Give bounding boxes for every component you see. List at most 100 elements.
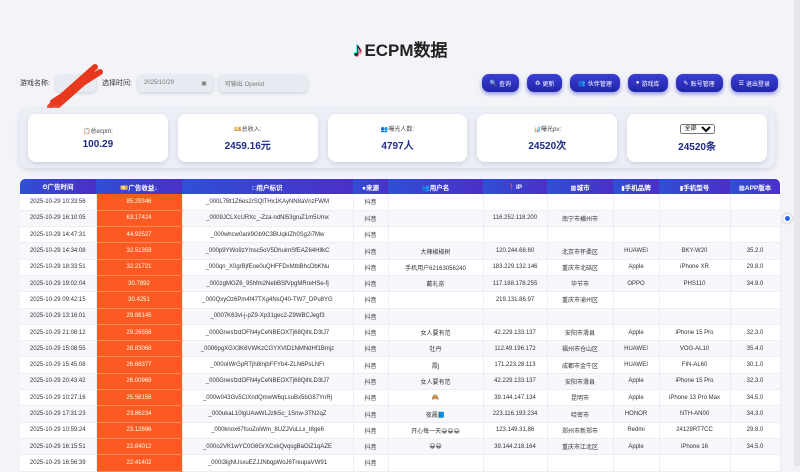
table-cell: 2025-10-29 17:31:23: [20, 405, 97, 423]
table-cell: 28.83068: [96, 340, 183, 358]
update-button[interactable]: ♻ 更新: [527, 74, 563, 92]
table-cell: 2025-10-29 10:59:24: [20, 422, 97, 439]
table-cell: NTH-AN00: [659, 405, 731, 423]
logout-button[interactable]: ☰ 退出登录: [730, 74, 778, 92]
table-cell: 219.131.86.97: [483, 291, 548, 309]
table-row[interactable]: 2025-10-29 21:08:12 29.26558 _000GnesfzdOF…: [20, 324, 781, 342]
table-cell: 2025-10-29 14:47:31: [20, 226, 97, 244]
table-cell: [730, 454, 781, 472]
table-cell: _0009JCLXcURXc_-Zza-ndNl53gruZ1m5Umx: [182, 210, 354, 228]
table-cell: Apple: [613, 373, 660, 391]
table-row[interactable]: 2025-10-29 10:27:16 25.58156 _000w043Gv5Ci…: [20, 389, 781, 407]
stat-label: 曝光人数:: [388, 127, 415, 133]
table-cell: iPhone 13 Pro Max: [659, 389, 731, 407]
table-cell: [483, 194, 548, 211]
table-cell: 29.8.0: [730, 259, 781, 276]
table-row[interactable]: 2025-10-29 20:43:42 26.00969 _000GnesfzdOF…: [20, 373, 781, 391]
calendar-icon[interactable]: ▣: [201, 80, 207, 87]
btn-label: 账号管理: [690, 81, 715, 88]
table-row[interactable]: 2025-10-29 15:08:55 28.83068 _0006pgXGX3K6…: [20, 340, 781, 358]
table-cell: HUAWEI: [613, 242, 660, 260]
table-cell: 郑州市新郑市: [547, 422, 614, 439]
table-row[interactable]: 2025-10-29 16:15:51 22.84012 _000o2VK1wYC0…: [20, 438, 781, 456]
column-header[interactable]: ▦APP版本: [730, 179, 780, 194]
openid-input[interactable]: 可输出 Openid: [218, 74, 307, 92]
page-title: ♪ ECPM数据: [0, 36, 800, 62]
table-cell: 35.2.0: [730, 242, 781, 260]
partner-manage-button[interactable]: 👥 伙伴管理: [570, 74, 620, 92]
column-header[interactable]: ●来源: [353, 179, 388, 194]
table-cell: 抖音: [353, 356, 389, 374]
ecpm-table: ⏲广告时间 💴广告收益↓ □用户标识 ●来源 👥用户名 ❗IP ▦城市 ▮手机品牌 ▮手机型号 ▦…: [20, 179, 781, 472]
menu-icon: ☰: [738, 80, 744, 87]
table-cell: 22.84012: [96, 438, 183, 456]
table-cell: 2025-10-29 18:33:51: [20, 259, 97, 276]
float-chat-button[interactable]: [783, 214, 792, 223]
table-cell: 112.49.196.172: [483, 340, 548, 358]
table-cell: 🙈: [388, 389, 484, 407]
table-row[interactable]: 2025-10-29 10:33:56 85.29346 _000L7Bt1Z6es…: [20, 194, 781, 211]
table-row[interactable]: 2025-10-29 13:16:01 29.88145 _0007K63vl-j-…: [20, 308, 781, 325]
table-row[interactable]: 2025-10-29 10:59:24 23.12696 _000knox67foo…: [20, 422, 781, 439]
btn-label: 游戏库: [641, 81, 660, 88]
range-select[interactable]: 全部: [679, 123, 715, 134]
pen-icon: ✎: [683, 80, 689, 87]
game-library-button[interactable]: ● 游戏库: [627, 74, 668, 92]
table-cell: 2025-10-29 20:43:42: [20, 373, 97, 391]
column-header[interactable]: 👥用户名: [388, 179, 483, 194]
stat-value: 4797人: [381, 141, 414, 152]
table-cell: 32.3.0: [730, 324, 781, 342]
table-row[interactable]: 2025-10-29 19:02:04 30.7892 _000zgMGZ6_95h…: [20, 275, 781, 293]
scrollbar[interactable]: [794, 0, 800, 466]
column-header[interactable]: 💴广告收益↓: [96, 179, 182, 194]
table-cell: 30.4251: [96, 291, 183, 309]
toolbar: 🔍 查询 ♻ 更新 👥 伙伴管理 ● 游戏库 ✎ 账号管理 ☰ 退出登录: [481, 74, 778, 92]
table-row[interactable]: 2025-10-29 17:31:23 23.86234 _000ukaL10lgU…: [20, 405, 781, 423]
table-cell: _000i3lgNUsxuEZJJNbqpWoJ6TreupaVW91: [182, 454, 354, 472]
users-icon: 👥: [578, 80, 586, 87]
table-row[interactable]: 2025-10-29 14:34:08 32.51359 _000p9YWo9zYm…: [20, 242, 781, 260]
table-cell: 抖音: [353, 422, 389, 439]
table-cell: HUAWEI: [613, 340, 660, 358]
column-header[interactable]: ❗IP: [483, 179, 547, 194]
column-header[interactable]: ▦城市: [547, 179, 613, 194]
table-row[interactable]: 2025-10-29 15:45:08 26.68377 _000oIWrGpRTj…: [20, 356, 781, 374]
table-cell: [388, 291, 484, 309]
btn-label: 查询: [498, 81, 511, 88]
table-cell: 35.4.0: [730, 340, 781, 358]
account-manage-button[interactable]: ✎ 账号管理: [675, 74, 723, 92]
table-row[interactable]: 2025-10-29 09:42:15 30.4251 _000QxyOz6Pm4f…: [20, 291, 781, 309]
table-cell: 抖音: [353, 454, 389, 472]
stat-value: 24520条: [678, 141, 716, 153]
table-cell: 重庆市北碚区: [547, 259, 614, 276]
table-cell: 成都市金牛区: [547, 356, 614, 374]
table-cell: 抖音: [353, 242, 389, 260]
column-header[interactable]: ▮手机型号: [659, 179, 730, 194]
table-cell: 霞j: [388, 356, 484, 374]
table-cell: Apple: [613, 389, 660, 407]
table-cell: 女人要有范: [388, 324, 484, 342]
table-row[interactable]: 2025-10-29 16:56:39 22.41402 _000i3lgNUsxu…: [20, 454, 781, 472]
table-cell: 😀😀: [388, 438, 484, 456]
table-row[interactable]: 2025-10-29 16:10:05 63.17424 _0009JCLXcURX…: [20, 210, 781, 228]
table-cell: 戴礼奈: [388, 275, 484, 293]
column-header[interactable]: ⏲广告时间: [20, 179, 96, 194]
column-header[interactable]: ▮手机品牌: [613, 179, 659, 194]
table-cell: 32.51359: [96, 242, 183, 260]
table-cell: _000GnesfzdOFN4yCeNBEOXTj68QihLD3tJ7: [182, 324, 354, 342]
table-row[interactable]: 2025-10-29 18:33:51 32.21721 _000qn_X0grBj…: [20, 259, 781, 276]
table-cell: 2025-10-29 15:45:08: [20, 356, 97, 374]
table-cell: iPhone 16: [659, 438, 731, 456]
table-cell: 29.88145: [96, 308, 183, 325]
table-cell: 抖音: [353, 324, 389, 342]
date-input[interactable]: 2025/10/29 ▣: [137, 74, 213, 92]
table-cell: 183.229.132.146: [483, 259, 548, 276]
table-cell: 重庆市江北区: [547, 438, 614, 456]
query-button[interactable]: 🔍 查询: [481, 74, 519, 92]
table-cell: 抖音: [353, 194, 389, 211]
table-cell: VOG-AL10: [659, 340, 731, 358]
table-cell: 2025-10-29 14:34:08: [20, 242, 97, 260]
table-row[interactable]: 2025-10-29 14:47:31 44.92527 _000whcw0anI9…: [20, 226, 781, 244]
stats-panel: 📋总ecpm: 100.29 💴总收入: 2459.16元 👥曝光人数: 4797人 …: [20, 108, 775, 168]
column-header[interactable]: □用户标识: [182, 179, 353, 194]
